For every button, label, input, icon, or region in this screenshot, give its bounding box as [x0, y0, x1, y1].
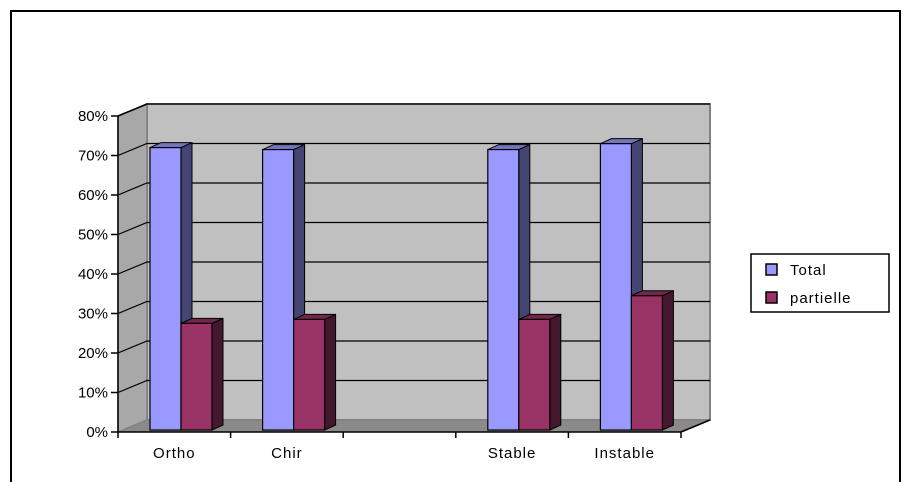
bar-side	[211, 317, 224, 431]
gridline	[117, 142, 710, 157]
bar-front	[293, 318, 326, 431]
y-tick-label: 60%	[78, 187, 108, 204]
bar-front	[180, 322, 213, 431]
bar-partielle-stable	[518, 313, 562, 431]
bar-partielle-instable	[630, 289, 674, 431]
bar-front	[599, 143, 633, 431]
legend-swatch-total	[765, 263, 778, 276]
y-tick-label: 30%	[78, 306, 108, 323]
legend-label-partielle: partielle	[790, 290, 852, 307]
bar-front	[487, 148, 520, 431]
y-tick-label: 70%	[78, 148, 108, 165]
bar-front	[630, 295, 664, 431]
bar-side	[324, 313, 337, 431]
bar-side	[661, 289, 674, 431]
legend: Total partielle	[750, 253, 890, 313]
x-axis-depth-line	[680, 419, 711, 433]
x-category-label: Chir	[271, 445, 303, 462]
bar-front	[262, 148, 295, 431]
x-category-label: Stable	[488, 445, 537, 462]
bar-partielle-chir	[293, 313, 337, 431]
bar-front	[149, 147, 182, 431]
bar-front	[518, 318, 551, 431]
y-tick-label: 10%	[78, 385, 108, 402]
y-tick-label: 0%	[86, 424, 108, 441]
x-category-label: Ortho	[153, 445, 196, 462]
y-axis-top-depth	[117, 103, 148, 117]
y-tick-label: 20%	[78, 345, 108, 362]
legend-swatch-partielle	[765, 291, 778, 304]
y-tick-label: 40%	[78, 266, 108, 283]
bar-side	[549, 313, 562, 431]
y-tick-label: 50%	[78, 227, 108, 244]
chart-frame	[10, 10, 901, 482]
bar-partielle-ortho	[180, 317, 224, 431]
y-tick-label: 80%	[78, 108, 108, 125]
x-category-label: Instable	[594, 445, 655, 462]
legend-label-total: Total	[790, 262, 827, 279]
